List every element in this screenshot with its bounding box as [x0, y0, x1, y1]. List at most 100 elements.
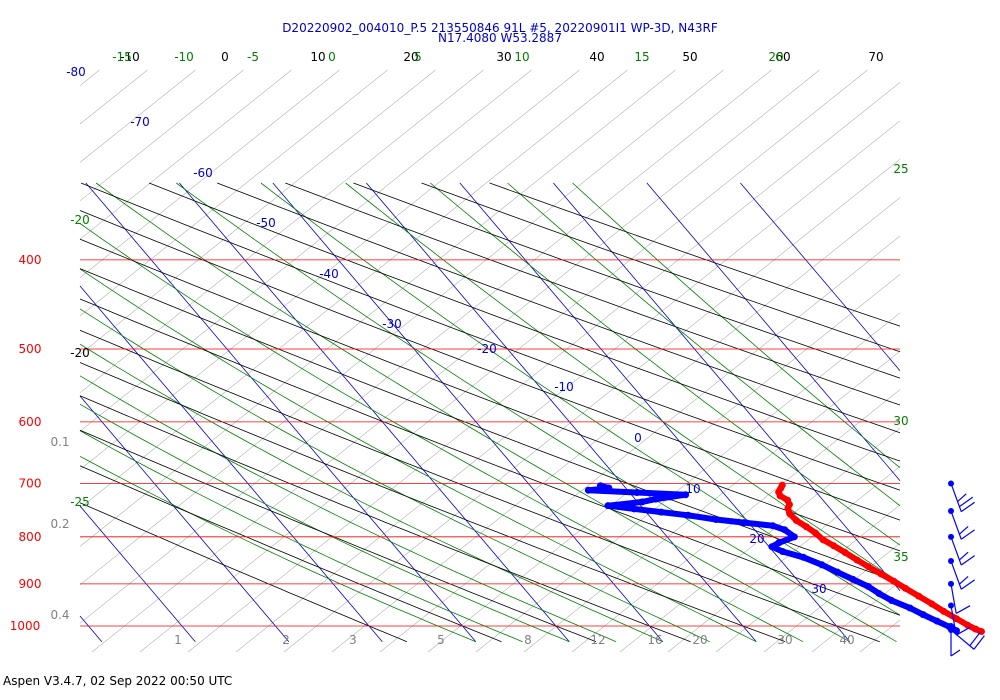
- mixing-ratio-label: 12: [590, 633, 605, 647]
- dry-adiabat-line: [79, 395, 691, 643]
- moist-adiabat-line: [79, 455, 476, 643]
- isotherm-label: -80: [66, 65, 86, 79]
- dry-adiabat-label: -10: [120, 50, 140, 64]
- wind-barb-flag: [959, 551, 969, 561]
- dewpoint-point: [887, 596, 895, 604]
- mixing-ratio-label: 0.1: [50, 435, 69, 449]
- mixing-ratio-line: [283, 158, 901, 653]
- dry-adiabat-line: [79, 329, 880, 643]
- dry-adiabat-line: [353, 182, 901, 379]
- mixing-ratio-line: [811, 581, 901, 653]
- moist-adiabat-label: -20: [70, 213, 90, 227]
- temperature-point: [953, 615, 961, 623]
- moist-adiabat-label: -5: [247, 50, 259, 64]
- temperature-point: [901, 584, 909, 592]
- dry-adiabat-line: [79, 238, 901, 552]
- pressure-label: 600: [19, 415, 42, 429]
- wind-barb-flag: [955, 626, 971, 636]
- wind-barb-flag: [957, 493, 967, 502]
- mixing-ratio-line: [667, 466, 901, 653]
- moist-adiabat-label: 20: [768, 50, 783, 64]
- wind-barb-flag: [959, 576, 969, 585]
- moist-adiabat-label: 10: [514, 50, 529, 64]
- isotherm-label: 10: [685, 482, 700, 496]
- mixing-ratio-line: [79, 69, 484, 394]
- isotherm-line: [79, 285, 383, 642]
- wind-barb-flag: [959, 525, 969, 535]
- moist-adiabat-label: -25: [70, 495, 90, 509]
- mixing-ratio-label: 1: [174, 633, 182, 647]
- moist-adiabat-label: -15: [112, 50, 132, 64]
- dewpoint-point: [657, 508, 665, 516]
- mixing-ratio-line: [79, 69, 340, 278]
- dry-adiabat-line: [489, 182, 901, 327]
- isotherm-line: [366, 182, 757, 642]
- moist-adiabat-label: 15: [634, 50, 649, 64]
- wind-barb-staff: [950, 629, 975, 650]
- dewpoint-point: [818, 561, 826, 569]
- dry-adiabat-label: 0: [221, 50, 229, 64]
- mixing-ratio-line: [79, 69, 628, 509]
- dewpoint-point: [667, 493, 675, 501]
- chart-title-line-1: D20220902_004010_P.5 213550846 91L #5, 2…: [282, 21, 718, 35]
- moist-adiabat-line: [507, 182, 901, 507]
- pressure-label: 500: [19, 342, 42, 356]
- mixing-ratio-line: [523, 350, 901, 653]
- isotherm-line: [272, 182, 664, 642]
- isotherm-label: -60: [193, 166, 213, 180]
- dewpoint-point: [605, 484, 613, 492]
- moist-adiabat-line: [79, 375, 617, 643]
- moist-adiabat-label: 0: [328, 50, 336, 64]
- mixing-ratio-line: [187, 82, 901, 653]
- moist-adiabat-label: 35: [893, 550, 908, 564]
- dewpoint-point: [875, 590, 883, 598]
- mixing-ratio-label: 5: [437, 633, 445, 647]
- wind-barb-staff: [950, 483, 962, 512]
- temperature-point: [830, 542, 838, 550]
- isotherm-line: [79, 505, 196, 642]
- dewpoint-point: [684, 511, 692, 519]
- dry-adiabat-label: 30: [496, 50, 511, 64]
- temperature-point: [819, 536, 827, 544]
- wind-barb-flag: [960, 579, 976, 590]
- wind-barb-staff: [950, 605, 957, 636]
- dry-adiabat-line: [79, 268, 901, 583]
- temperature-point: [784, 504, 792, 512]
- dewpoint-point: [906, 604, 914, 612]
- mixing-ratio-line: [79, 69, 436, 355]
- dry-adiabat-label: 40: [589, 50, 604, 64]
- mixing-ratio-line: [331, 197, 901, 653]
- dry-adiabat-line: [79, 502, 408, 643]
- dry-adiabat-label: 70: [868, 50, 883, 64]
- moist-adiabat-line: [430, 182, 901, 546]
- pressure-label: 1000: [10, 619, 41, 633]
- moist-adiabat-line: [345, 182, 901, 583]
- moist-adiabat-line: [79, 430, 523, 643]
- temperature-point: [890, 577, 898, 585]
- wind-barb-flag: [960, 555, 976, 566]
- temperature-point: [802, 523, 810, 531]
- moist-adiabat-line: [79, 403, 570, 643]
- temperature-point: [792, 517, 800, 525]
- isotherm-line: [79, 395, 290, 642]
- wind-barb-staff: [950, 560, 962, 590]
- dewpoint-point: [919, 611, 927, 619]
- temperature-point: [811, 529, 819, 537]
- dewpoint-point: [849, 575, 857, 583]
- moist-adiabat-label: 30: [893, 414, 908, 428]
- isotherm-line: [459, 182, 851, 642]
- temperature-point: [864, 563, 872, 571]
- moist-adiabat-lines: [79, 182, 901, 643]
- mixing-ratio-line: [379, 235, 901, 653]
- dry-adiabat-line: [285, 182, 901, 406]
- dry-adiabat-label: 50: [682, 50, 697, 64]
- wind-barb-flag: [960, 529, 976, 540]
- mixing-ratio-line: [763, 542, 901, 653]
- temperature-point: [940, 607, 948, 615]
- isotherm-line: [179, 182, 570, 642]
- isotherm-label: 30: [811, 582, 826, 596]
- dry-adiabat-lines: [79, 182, 901, 643]
- mixing-ratio-line: [79, 69, 292, 240]
- dewpoint-point: [633, 489, 641, 497]
